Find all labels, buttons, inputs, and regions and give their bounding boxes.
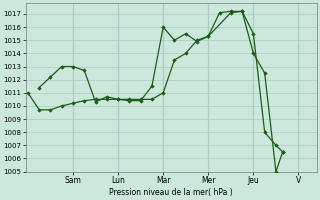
X-axis label: Pression niveau de la mer( hPa ): Pression niveau de la mer( hPa ) <box>109 188 233 197</box>
